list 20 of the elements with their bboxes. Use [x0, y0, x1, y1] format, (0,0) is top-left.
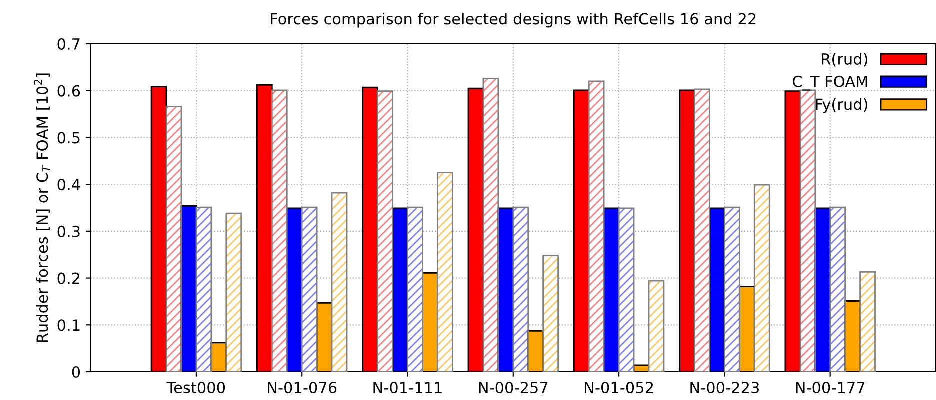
legend-label: R(rud) — [822, 53, 868, 67]
y-tick-label: 0.4 — [58, 179, 80, 191]
y-tick-label: 0.2 — [58, 272, 80, 284]
legend-label: Fy(rud) — [816, 98, 868, 114]
y-tick-label: 0 — [72, 366, 80, 378]
y-tick-label: 0.6 — [58, 85, 80, 97]
y-axis-title: Rudder forces [N] or C$_{T}$ FOAM [10$^{2}$] — [34, 74, 50, 342]
y-tick-label: 0.3 — [58, 226, 80, 238]
chart-title: Forces comparison for selected designs with RefCells 16 and 22 — [271, 12, 756, 28]
x-tick-label: N-00-223 — [690, 382, 759, 394]
y-tick-label: 0.5 — [58, 132, 80, 144]
y-tick-label: 0.1 — [58, 320, 80, 332]
x-tick-label: N-00-177 — [796, 382, 865, 394]
x-tick-label: N-01-076 — [268, 382, 337, 394]
y-tick-label: 0.7 — [58, 38, 80, 50]
x-tick-label: Test000 — [166, 382, 226, 394]
legend-label: C_T FOAM — [792, 76, 868, 91]
x-tick-label: N-01-111 — [374, 382, 442, 394]
x-tick-label: N-01-052 — [585, 382, 654, 394]
x-tick-label: N-00-257 — [479, 382, 548, 394]
